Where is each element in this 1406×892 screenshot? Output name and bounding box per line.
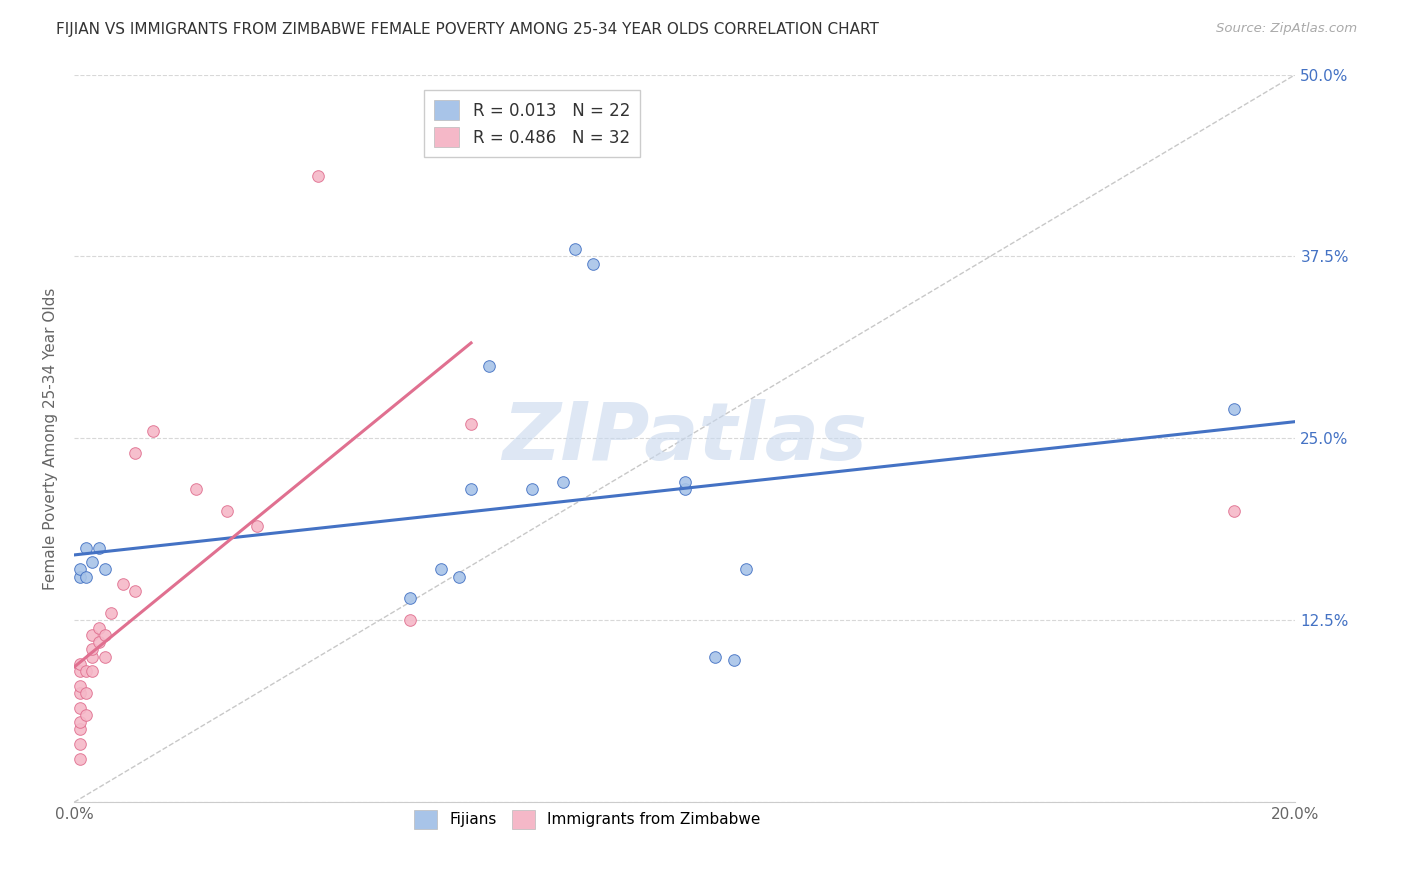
Point (551, 475, 574, 489)
Y-axis label: Female Poverty Among 25-34 Year Olds: Female Poverty Among 25-34 Year Olds (44, 287, 58, 590)
Point (69, 569, 91, 583)
Point (520, 483, 543, 497)
Point (582, 257, 605, 271)
Point (69, 715, 91, 730)
Point (82, 555, 104, 569)
Point (1223, 402, 1246, 417)
Point (399, 613, 422, 627)
Point (69, 737, 91, 751)
Point (87, 541, 110, 555)
Point (87, 635, 110, 649)
Point (69, 562, 91, 576)
Point (75, 665, 97, 679)
Point (142, 424, 165, 438)
Point (429, 562, 451, 576)
Point (564, 242, 586, 256)
Point (87, 621, 110, 635)
Point (100, 606, 122, 620)
Point (673, 475, 696, 489)
Point (69, 657, 91, 671)
Point (186, 483, 208, 497)
Point (307, 169, 329, 184)
Point (82, 665, 104, 679)
Point (460, 417, 482, 431)
Point (723, 652, 745, 666)
Point (69, 665, 91, 679)
Point (69, 686, 91, 700)
Point (93, 649, 115, 664)
Point (82, 642, 104, 657)
Legend: Fijians, Immigrants from Zimbabwe: Fijians, Immigrants from Zimbabwe (408, 804, 766, 835)
Point (69, 723, 91, 737)
Point (69, 751, 91, 765)
Point (460, 483, 482, 497)
Point (399, 591, 422, 606)
Point (673, 483, 696, 497)
Point (82, 649, 104, 664)
Point (93, 628, 115, 642)
Text: FIJIAN VS IMMIGRANTS FROM ZIMBABWE FEMALE POVERTY AMONG 25-34 YEAR OLDS CORRELAT: FIJIAN VS IMMIGRANTS FROM ZIMBABWE FEMAL… (56, 22, 879, 37)
Point (69, 679, 91, 693)
Point (93, 562, 115, 576)
Point (215, 504, 238, 518)
Point (1223, 504, 1246, 518)
Text: Source: ZipAtlas.com: Source: ZipAtlas.com (1216, 22, 1357, 36)
Point (704, 649, 727, 664)
Point (734, 562, 756, 576)
Point (75, 541, 97, 555)
Point (246, 518, 269, 533)
Point (478, 359, 501, 373)
Point (75, 707, 97, 722)
Text: ZIPatlas: ZIPatlas (502, 400, 868, 477)
Point (111, 577, 134, 591)
Point (124, 446, 146, 460)
Point (82, 628, 104, 642)
Point (75, 569, 97, 583)
Point (124, 584, 146, 599)
Point (69, 700, 91, 714)
Point (447, 569, 470, 583)
Point (75, 686, 97, 700)
